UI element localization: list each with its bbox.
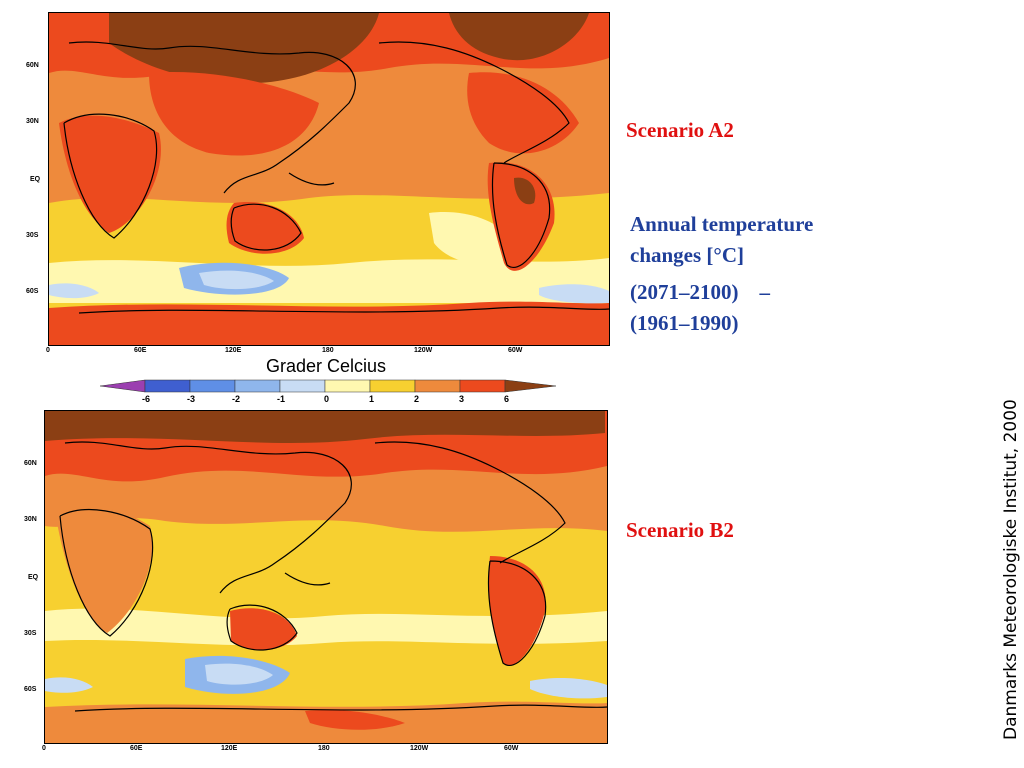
- colorbar-tick: -1: [277, 394, 286, 404]
- description-line: (1961–1990): [630, 311, 739, 335]
- colorbar-segment: [459, 379, 506, 393]
- temperature-map-b2: [45, 411, 607, 743]
- colorbar-segment: [100, 379, 146, 393]
- colorbar-tick: -2: [232, 394, 241, 404]
- lat-label: 60N: [24, 460, 37, 467]
- colorbar-segment: [504, 379, 556, 393]
- lat-label: 60S: [26, 288, 39, 295]
- lat-label: EQ: [30, 176, 41, 183]
- lat-label: 30S: [26, 232, 39, 239]
- scenario-b2-label: Scenario B2: [626, 518, 734, 542]
- credit-text: Danmarks Meteorologiske Institut, 2000: [1001, 399, 1021, 740]
- colorbar-segment: [234, 379, 281, 393]
- colorbar-tick: -3: [187, 394, 196, 404]
- description-line: changes [°C]: [630, 243, 744, 267]
- colorbar-tick: 1: [369, 394, 375, 404]
- colorbar-segment: [324, 379, 371, 393]
- colorbar-segment: [189, 379, 236, 393]
- lon-label: 120E: [221, 745, 238, 752]
- lat-label: 30S: [24, 630, 37, 637]
- lon-label: 60E: [130, 745, 143, 752]
- colorbar-tick: 0: [324, 394, 330, 404]
- colorbar-segment: [279, 379, 326, 393]
- lon-label: 120E: [225, 347, 242, 354]
- lon-label: 120W: [414, 347, 433, 354]
- description-line: (2071–2100) –: [630, 280, 770, 304]
- colorbar-segment: [414, 379, 461, 393]
- colorbar-segment: [369, 379, 416, 393]
- lat-label: 60N: [26, 62, 39, 69]
- lon-label: 120W: [410, 745, 429, 752]
- lon-label: 180: [322, 347, 334, 354]
- lon-label: 60E: [134, 347, 147, 354]
- map-scenario-a2: [48, 12, 610, 346]
- lon-label: 0: [42, 745, 46, 752]
- description-block: Annual temperature changes [°C] (2071–21…: [630, 209, 813, 339]
- lat-label: 30N: [24, 516, 37, 523]
- lat-label: 60S: [24, 686, 37, 693]
- lon-label: 60W: [504, 745, 519, 752]
- colorbar-tick: -6: [142, 394, 151, 404]
- scenario-a2-label: Scenario A2: [626, 118, 734, 142]
- lat-label: 30N: [26, 118, 39, 125]
- colorbar-tick: 2: [414, 394, 420, 404]
- description-line: Annual temperature: [630, 212, 814, 236]
- colorbar-segment: [144, 379, 191, 393]
- colorbar-tick: 6: [504, 394, 510, 404]
- lon-label: 180: [318, 745, 330, 752]
- colorbar-tick: 3: [459, 394, 465, 404]
- temperature-map-a2: [49, 13, 609, 345]
- lon-label: 0: [46, 347, 50, 354]
- colorbar-title: Grader Celcius: [266, 356, 387, 376]
- lat-label: EQ: [28, 574, 39, 581]
- colorbar: [100, 379, 556, 393]
- map-scenario-b2: [44, 410, 608, 744]
- lon-label: 60W: [508, 347, 523, 354]
